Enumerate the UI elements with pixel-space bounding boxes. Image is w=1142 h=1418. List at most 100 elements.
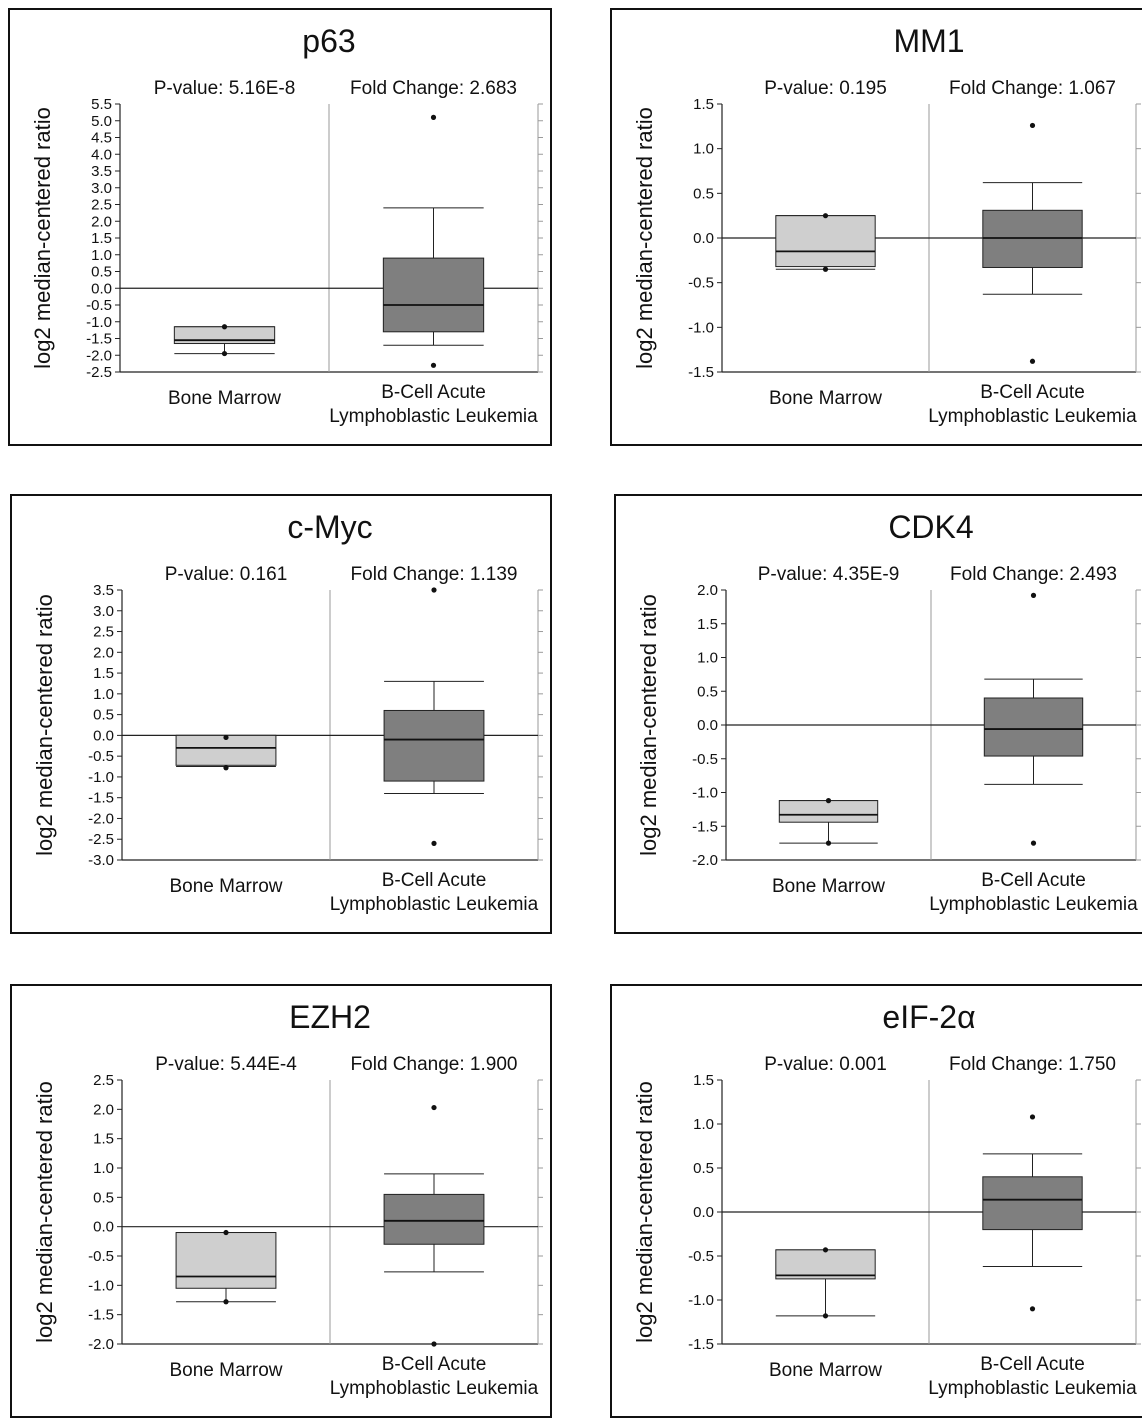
y-tick-label: -1.5 <box>88 1307 114 1324</box>
box-body <box>383 1193 485 1245</box>
category-label: Bone Marrow <box>170 1360 283 1381</box>
fold-change-label: Fold Change: 2.683 <box>350 78 517 99</box>
y-tick-label: 0.0 <box>93 1219 114 1236</box>
outlier-point <box>221 324 228 330</box>
y-tick-label: -1.0 <box>692 785 718 802</box>
category-label: B-Cell Acute <box>382 1354 487 1375</box>
y-tick-label: -2.0 <box>86 347 112 364</box>
category-label: Lymphoblastic Leukemia <box>929 894 1138 915</box>
fold-change-label: Fold Change: 1.900 <box>351 1054 518 1075</box>
outlier-point <box>221 350 228 357</box>
y-tick-label: 3.5 <box>93 582 114 599</box>
y-tick-label: -2.0 <box>692 852 718 869</box>
y-tick-label: -0.5 <box>692 751 718 768</box>
y-tick-label: 0.5 <box>93 1189 114 1206</box>
category-label: Bone Marrow <box>769 388 882 409</box>
y-tick-label: -1.0 <box>88 769 114 786</box>
chart-panel: eIF-2α P-value: 0.001 Fold Change: 1.750 lo… <box>610 984 1142 1418</box>
tumor-box-group <box>982 122 1083 364</box>
y-tick-label: 3.5 <box>91 163 112 180</box>
y-tick-label: 0.5 <box>91 264 112 281</box>
box-body <box>383 709 485 782</box>
y-axis-label: log2 median-centered ratio <box>30 107 55 369</box>
y-tick-label: 1.0 <box>91 247 112 264</box>
y-tick-label: 2.0 <box>93 644 114 661</box>
pvalue-label: P-value: 0.161 <box>165 564 288 585</box>
y-axis-label: log2 median-centered ratio <box>32 594 57 856</box>
box-body <box>778 800 879 823</box>
normal-box-group <box>778 798 879 846</box>
normal-box-group <box>175 1229 277 1305</box>
outlier-point <box>223 1299 229 1305</box>
y-tick-label: -0.5 <box>688 1248 714 1265</box>
tumor-box-group <box>382 114 485 368</box>
outlier-point <box>822 1247 829 1253</box>
y-tick-label: 3.0 <box>93 603 114 620</box>
outlier-point <box>822 1313 829 1319</box>
y-tick-label: 0.0 <box>93 727 114 744</box>
outlier-point <box>825 840 832 846</box>
box-body <box>775 1249 876 1280</box>
outlier-point <box>825 798 832 804</box>
outlier-point <box>822 266 829 272</box>
chart-panel: EZH2 P-value: 5.44E-4 Fold Change: 1.900 lo… <box>10 984 552 1418</box>
category-label: B-Cell Acute <box>980 1354 1085 1375</box>
outlier-point <box>1029 1306 1036 1312</box>
y-axis-label: log2 median-centered ratio <box>632 107 657 369</box>
chart-panel: c-Myc P-value: 0.161 Fold Change: 1.139 log… <box>10 494 552 934</box>
y-tick-label: -2.5 <box>88 831 114 848</box>
y-tick-label: 0.0 <box>693 1204 714 1221</box>
fold-change-label: Fold Change: 1.139 <box>351 564 518 585</box>
pvalue-label: P-value: 0.001 <box>764 1054 887 1075</box>
y-tick-label: 2.0 <box>93 1101 114 1118</box>
category-label: Lymphoblastic Leukemia <box>330 894 539 915</box>
category-label: Lymphoblastic Leukemia <box>330 1378 539 1399</box>
outlier-point <box>430 114 437 120</box>
outlier-point <box>1029 358 1036 364</box>
outlier-point <box>223 765 229 771</box>
chart-title: EZH2 <box>289 999 371 1035</box>
y-tick-label: -1.5 <box>692 818 718 835</box>
outlier-point <box>822 213 829 219</box>
category-label: Bone Marrow <box>168 388 281 409</box>
chart-title: p63 <box>302 23 355 59</box>
box-body <box>175 734 277 766</box>
y-tick-label: -0.5 <box>88 748 114 765</box>
y-tick-label: 2.5 <box>93 624 114 641</box>
outlier-point <box>1029 122 1036 129</box>
y-tick-label: 1.0 <box>693 1116 714 1133</box>
y-tick-label: -0.5 <box>88 1248 114 1265</box>
y-tick-label: 2.5 <box>93 1072 114 1089</box>
y-tick-label: 0.5 <box>693 1160 714 1177</box>
outlier-point <box>430 362 437 368</box>
y-tick-label: 0.5 <box>693 185 714 202</box>
y-tick-label: -3.0 <box>88 852 114 869</box>
normal-box-group <box>173 324 276 357</box>
y-tick-label: -1.5 <box>88 790 114 807</box>
y-tick-label: -2.0 <box>88 1336 114 1353</box>
y-tick-label: 4.5 <box>91 130 112 147</box>
chart-panel: p63 P-value: 5.16E-8 Fold Change: 2.683 log… <box>8 8 552 446</box>
category-label: B-Cell Acute <box>381 382 486 403</box>
y-tick-label: -1.0 <box>86 314 112 331</box>
y-tick-label: 0.0 <box>693 230 714 247</box>
pvalue-label: P-value: 5.44E-4 <box>155 1054 297 1075</box>
y-tick-label: -1.0 <box>688 319 714 336</box>
y-tick-label: 4.0 <box>91 146 112 163</box>
y-tick-label: 3.0 <box>91 180 112 197</box>
box-body <box>982 1176 1083 1231</box>
outlier-point <box>431 1104 437 1111</box>
y-tick-label: 1.0 <box>697 650 718 667</box>
tumor-box-group <box>383 1104 485 1347</box>
outlier-point <box>223 734 229 741</box>
y-tick-label: 1.5 <box>93 1131 114 1148</box>
outlier-point <box>431 1341 437 1347</box>
category-label: B-Cell Acute <box>980 382 1085 403</box>
y-tick-label: -2.0 <box>88 810 114 827</box>
y-tick-label: 1.5 <box>697 616 718 633</box>
outlier-point <box>1030 840 1037 846</box>
y-tick-label: 1.5 <box>693 1072 714 1089</box>
category-label: Lymphoblastic Leukemia <box>928 1378 1137 1399</box>
category-label: B-Cell Acute <box>382 870 487 891</box>
y-tick-label: -1.5 <box>688 364 714 381</box>
